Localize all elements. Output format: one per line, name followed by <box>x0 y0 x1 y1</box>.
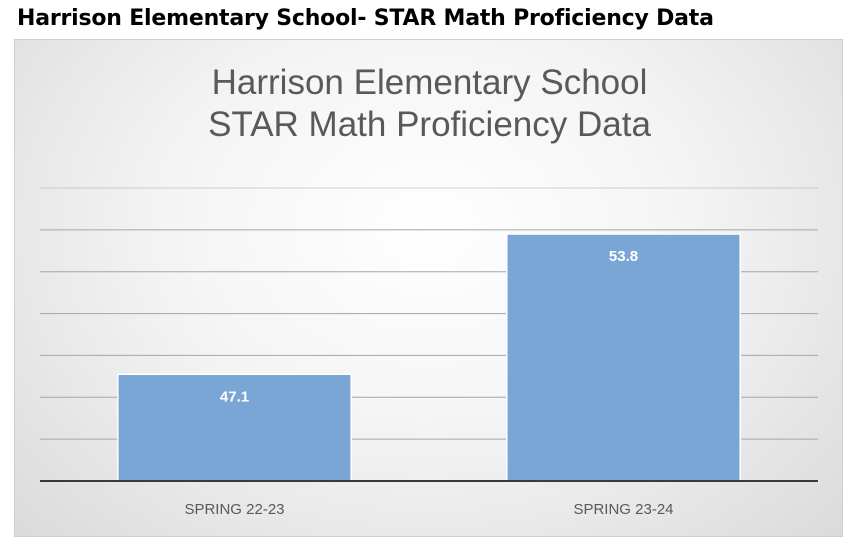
category-label-0: SPRING 22-23 <box>184 501 284 518</box>
data-label-1: 53.8 <box>609 248 638 265</box>
chart-area: Harrison Elementary School STAR Math Pro… <box>14 39 843 537</box>
chart-title-line-2: STAR Math Proficiency Data <box>208 105 651 144</box>
category-label-1: SPRING 23-24 <box>573 501 673 518</box>
bar-1 <box>506 233 741 482</box>
bar-0 <box>117 373 352 482</box>
data-label-0: 47.1 <box>220 388 249 405</box>
bar-chart-plot: 47.1 SPRING 22-23 53.8 SPRING 23-24 <box>40 187 818 518</box>
chart-title: Harrison Elementary School STAR Math Pro… <box>15 62 844 146</box>
chart-title-line-1: Harrison Elementary School <box>211 63 648 102</box>
page-heading: Harrison Elementary School- STAR Math Pr… <box>17 6 714 31</box>
